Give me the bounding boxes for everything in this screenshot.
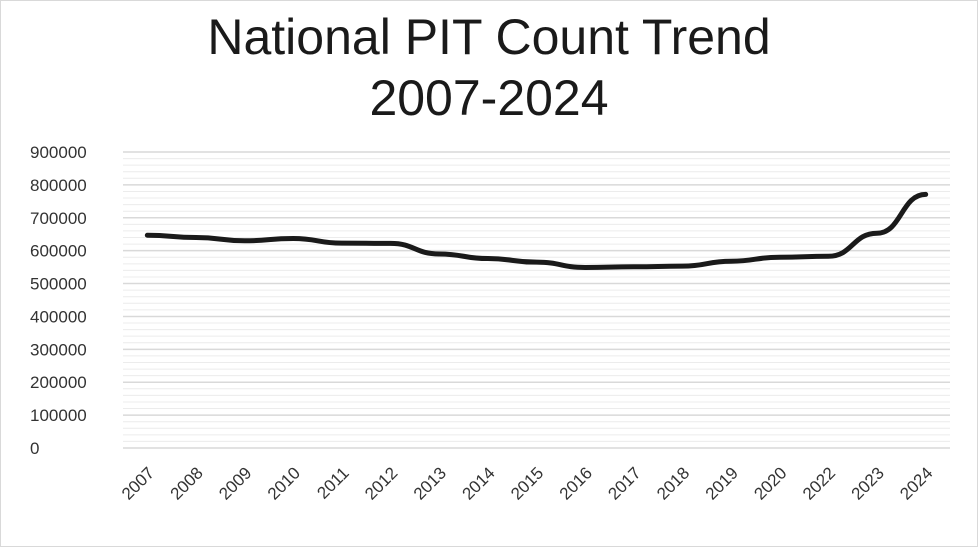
x-tick-label: 2022 [799,463,839,503]
y-tick-label: 400000 [30,307,87,326]
y-tick-label: 200000 [30,373,87,392]
x-tick-label: 2018 [653,463,693,503]
series-line-group [144,191,929,270]
x-tick-label: 2023 [848,463,888,503]
gridlines [123,151,950,449]
x-tick-label: 2019 [702,463,742,503]
y-tick-label: 500000 [30,275,87,294]
y-axis-tick-labels: 0 100000 200000 300000 400000 500000 600000 700… [30,143,87,458]
chart-title-line2: 2007-2024 [369,70,609,126]
x-tick-label: 2020 [750,463,790,503]
y-tick-label: 900000 [30,143,87,162]
x-tick-label: 2016 [556,463,596,503]
y-tick-label: 600000 [30,242,87,261]
x-tick-label: 2012 [361,463,401,503]
x-tick-label: 2008 [167,463,207,503]
x-tick-label: 2013 [410,463,450,503]
y-tick-label: 0 [30,439,39,458]
x-tick-label: 2007 [118,463,158,503]
series-line [144,191,929,270]
x-tick-label: 2024 [896,463,936,503]
x-axis-tick-labels: 2007 2008 2009 2010 2011 2012 2013 2014 2015 2016… [118,463,937,503]
x-tick-label: 2017 [604,463,644,503]
x-tick-label: 2011 [313,463,352,502]
y-tick-label: 800000 [30,176,87,195]
x-tick-label: 2010 [264,463,304,503]
y-tick-label: 300000 [30,340,87,359]
x-tick-label: 2015 [507,463,547,503]
y-tick-label: 100000 [30,406,87,425]
x-tick-label: 2009 [215,463,255,503]
chart-title-line1: National PIT Count Trend [207,9,771,65]
x-tick-label: 2014 [458,463,498,503]
y-tick-label: 700000 [30,209,87,228]
